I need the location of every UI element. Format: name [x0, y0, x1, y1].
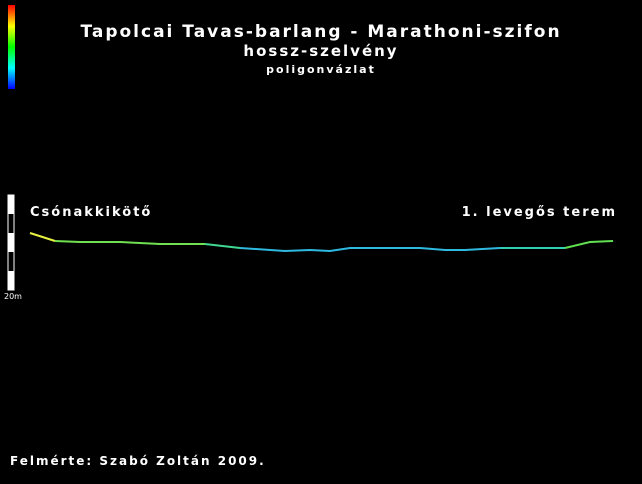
scale-bar — [7, 194, 15, 291]
scale-label: 20m — [4, 292, 22, 301]
station-end: 1. levegős terem — [462, 205, 617, 220]
title: Tapolcai Tavas-barlang - Marathoni-szifo… — [80, 22, 561, 42]
station-start: Csónakkikötő — [30, 205, 152, 220]
subtitle: hossz-szelvény — [243, 42, 398, 60]
credit: Felmérte: Szabó Zoltán 2009. — [10, 454, 266, 468]
profile-line — [29, 232, 614, 253]
note: poligonvázlat — [266, 63, 376, 76]
color-legend — [8, 5, 15, 89]
